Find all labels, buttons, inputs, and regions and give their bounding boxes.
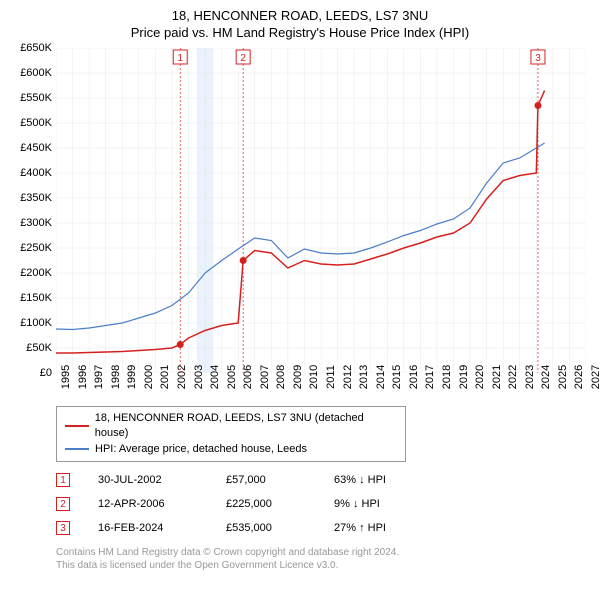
legend-swatch	[65, 425, 89, 427]
sales-table: 1 30-JUL-2002 £57,000 63% ↓ HPI 2 12-APR…	[56, 468, 586, 540]
y-tick-label: £250K	[20, 242, 52, 254]
x-tick-label: 2006	[242, 365, 254, 389]
sale-diff: 9% ↓ HPI	[334, 498, 380, 510]
legend: 18, HENCONNER ROAD, LEEDS, LS7 3NU (deta…	[56, 406, 406, 462]
sale-price: £57,000	[226, 474, 306, 486]
svg-text:2: 2	[240, 53, 246, 64]
x-tick-label: 2024	[540, 365, 552, 389]
x-tick-label: 1998	[110, 365, 122, 389]
x-tick-label: 2026	[573, 365, 585, 389]
y-tick-label: £300K	[20, 217, 52, 229]
x-tick-label: 2011	[325, 365, 337, 389]
sale-marker: 2	[56, 497, 70, 511]
x-tick-label: 2009	[292, 365, 304, 389]
y-tick-label: £550K	[20, 92, 52, 104]
footer-line-1: Contains HM Land Registry data © Crown c…	[56, 546, 586, 559]
x-axis-labels: 1995199619971998199920002001200220032004…	[56, 373, 586, 398]
y-tick-label: £650K	[20, 42, 52, 54]
y-tick-label: £600K	[20, 67, 52, 79]
x-tick-label: 2007	[259, 365, 271, 389]
chart-title: 18, HENCONNER ROAD, LEEDS, LS7 3NU	[14, 8, 586, 25]
sale-row: 1 30-JUL-2002 £57,000 63% ↓ HPI	[56, 468, 586, 492]
y-tick-label: £50K	[26, 342, 52, 354]
x-tick-label: 2018	[441, 365, 453, 389]
y-tick-label: £450K	[20, 142, 52, 154]
x-tick-label: 2013	[358, 365, 370, 389]
footer-line-2: This data is licensed under the Open Gov…	[56, 559, 586, 572]
sale-date: 16-FEB-2024	[98, 522, 198, 534]
x-tick-label: 2016	[408, 365, 420, 389]
y-tick-label: £350K	[20, 192, 52, 204]
y-tick-label: £200K	[20, 267, 52, 279]
legend-item: 18, HENCONNER ROAD, LEEDS, LS7 3NU (deta…	[65, 411, 397, 442]
sale-date: 30-JUL-2002	[98, 474, 198, 486]
sale-date: 12-APR-2006	[98, 498, 198, 510]
x-tick-label: 1995	[60, 365, 72, 389]
x-tick-label: 2000	[143, 365, 155, 389]
x-tick-label: 2022	[507, 365, 519, 389]
legend-label: 18, HENCONNER ROAD, LEEDS, LS7 3NU (deta…	[95, 411, 397, 442]
sale-price: £535,000	[226, 522, 306, 534]
x-tick-label: 2027	[590, 365, 600, 389]
x-tick-label: 2020	[474, 365, 486, 389]
y-tick-label: £0	[40, 367, 52, 379]
y-tick-label: £100K	[20, 317, 52, 329]
chart-container: 18, HENCONNER ROAD, LEEDS, LS7 3NU Price…	[0, 0, 600, 590]
x-tick-label: 2005	[226, 365, 238, 389]
sale-row: 3 16-FEB-2024 £535,000 27% ↑ HPI	[56, 516, 586, 540]
chart-area: £0 £50K £100K £150K £200K £250K £300K £350K £400…	[14, 48, 586, 398]
legend-item: HPI: Average price, detached house, Leed…	[65, 442, 397, 457]
x-tick-label: 2002	[176, 365, 188, 389]
x-tick-label: 1996	[77, 365, 89, 389]
legend-swatch	[65, 448, 89, 450]
svg-text:3: 3	[535, 53, 541, 64]
sale-diff: 27% ↑ HPI	[334, 522, 386, 534]
sale-price: £225,000	[226, 498, 306, 510]
x-tick-label: 2010	[308, 365, 320, 389]
sale-marker: 3	[56, 521, 70, 535]
x-tick-label: 2004	[209, 365, 221, 389]
x-tick-label: 2001	[159, 365, 171, 389]
x-tick-label: 2003	[193, 365, 205, 389]
x-tick-label: 2025	[557, 365, 569, 389]
y-axis-labels: £0 £50K £100K £150K £200K £250K £300K £350K £400…	[14, 48, 56, 398]
chart-plot: 1 2 3	[56, 48, 586, 373]
sale-row: 2 12-APR-2006 £225,000 9% ↓ HPI	[56, 492, 586, 516]
svg-text:1: 1	[177, 53, 183, 64]
chart-subtitle: Price paid vs. HM Land Registry's House …	[14, 25, 586, 40]
y-tick-label: £400K	[20, 167, 52, 179]
x-tick-label: 2019	[458, 365, 470, 389]
x-tick-label: 2014	[375, 365, 387, 389]
footer-attribution: Contains HM Land Registry data © Crown c…	[56, 546, 586, 572]
legend-label: HPI: Average price, detached house, Leed…	[95, 442, 307, 457]
x-tick-label: 2008	[275, 365, 287, 389]
x-tick-label: 2015	[391, 365, 403, 389]
x-tick-label: 1997	[93, 365, 105, 389]
sale-diff: 63% ↓ HPI	[334, 474, 386, 486]
y-tick-label: £150K	[20, 292, 52, 304]
x-tick-label: 1999	[126, 365, 138, 389]
x-tick-label: 2023	[524, 365, 536, 389]
y-tick-label: £500K	[20, 117, 52, 129]
x-tick-label: 2017	[424, 365, 436, 389]
sale-marker: 1	[56, 473, 70, 487]
x-tick-label: 2012	[342, 365, 354, 389]
x-tick-label: 2021	[491, 365, 503, 389]
